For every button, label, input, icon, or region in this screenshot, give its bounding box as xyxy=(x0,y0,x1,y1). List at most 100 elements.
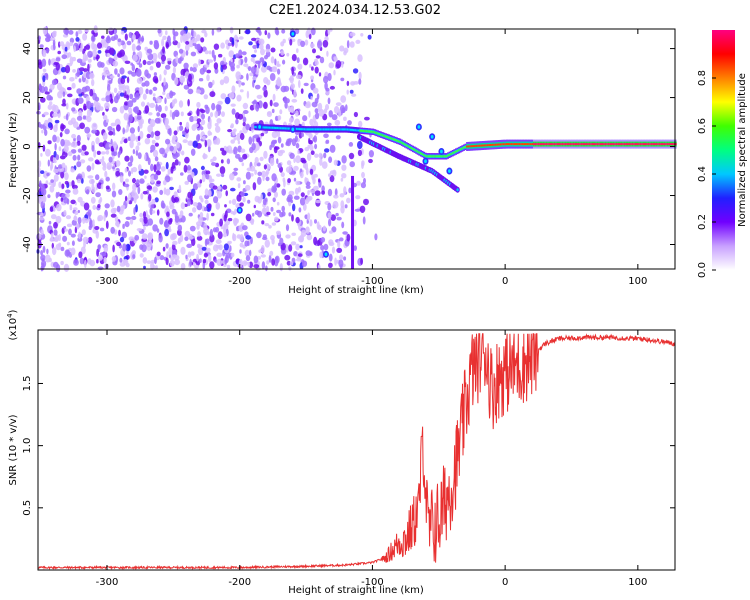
noise-cell xyxy=(242,116,247,123)
noise-cell xyxy=(142,59,147,66)
noise-cell xyxy=(254,156,259,164)
trace-core xyxy=(593,143,596,146)
noise-cell xyxy=(187,140,194,146)
noise-cell xyxy=(195,89,202,94)
noise-cell xyxy=(81,144,87,151)
noise-cell xyxy=(343,186,347,195)
noise-cell xyxy=(114,68,118,75)
noise-cell xyxy=(87,258,92,265)
noise-cell xyxy=(55,62,60,71)
noise-cell xyxy=(240,191,245,197)
trace-core xyxy=(303,128,306,131)
noise-cell xyxy=(241,82,245,86)
noise-cell xyxy=(272,197,276,203)
noise-cell xyxy=(339,193,345,198)
noise-cell xyxy=(168,247,173,256)
noise-cell xyxy=(295,243,300,251)
noise-cell xyxy=(60,138,65,147)
noise-cell xyxy=(208,81,213,89)
noise-cell xyxy=(263,150,268,159)
noise-cell xyxy=(77,209,81,214)
noise-cell xyxy=(340,77,345,82)
noise-cell xyxy=(143,211,146,219)
noise-cell xyxy=(48,58,51,66)
noise-cell xyxy=(252,76,257,81)
noise-cell xyxy=(126,40,132,46)
noise-cell xyxy=(247,240,250,247)
noise-cell xyxy=(220,93,227,100)
noise-cell xyxy=(119,106,125,114)
noise-cell xyxy=(202,258,207,264)
noise-cell xyxy=(112,141,118,149)
noise-cell xyxy=(124,85,130,90)
noise-cell xyxy=(313,173,318,178)
trace-core xyxy=(443,155,446,158)
trace-core xyxy=(673,143,676,146)
noise-cell xyxy=(227,217,233,222)
trace-core xyxy=(585,143,588,146)
trace-core xyxy=(376,132,379,135)
trace-core xyxy=(455,150,457,153)
trace-core xyxy=(408,146,411,149)
noise-cell xyxy=(341,173,347,179)
noise-cell xyxy=(107,126,113,132)
noise-cell xyxy=(159,189,164,195)
noise-cell xyxy=(57,91,63,99)
noise-cell xyxy=(276,209,282,214)
trace-core xyxy=(517,143,520,146)
noise-cell xyxy=(120,140,123,144)
noise-cell xyxy=(84,126,91,134)
noise-cell xyxy=(122,259,128,264)
trace-core xyxy=(404,143,406,146)
noise-cell xyxy=(286,160,292,166)
noise-cell xyxy=(361,160,365,167)
noise-cell xyxy=(192,202,198,207)
noise-cell xyxy=(257,196,262,204)
noise-cell xyxy=(340,177,344,182)
colorbar-ticks: 0.00.20.40.60.8 xyxy=(697,70,716,278)
noise-cell xyxy=(324,148,330,153)
noise-cell xyxy=(200,126,204,131)
noise-cell xyxy=(211,162,217,166)
noise-cell xyxy=(245,28,251,35)
noise-cell xyxy=(113,87,118,94)
noise-cell xyxy=(147,232,152,238)
noise-cell xyxy=(70,233,76,238)
noise-cell xyxy=(104,170,108,178)
noise-cell xyxy=(124,101,129,106)
noise-cell xyxy=(62,91,66,97)
noise-cell xyxy=(134,92,140,100)
trace-core xyxy=(467,145,470,148)
noise-cell xyxy=(143,265,146,269)
trace-core xyxy=(638,143,641,146)
noise-cell xyxy=(123,183,130,188)
noise-cell xyxy=(156,180,162,185)
trace-core xyxy=(633,143,636,146)
trace-core xyxy=(283,127,285,130)
noise-cell xyxy=(278,242,281,247)
noise-cell xyxy=(127,161,133,167)
noise-cell xyxy=(164,148,169,154)
trace-core xyxy=(286,127,289,130)
noise-cell xyxy=(209,234,215,243)
noise-cell xyxy=(242,244,246,249)
noise-cell xyxy=(281,211,286,217)
noise-cell xyxy=(185,41,190,45)
noise-cell xyxy=(50,214,57,220)
noise-cell xyxy=(293,177,297,182)
noise-cell xyxy=(152,224,158,232)
noise-cell xyxy=(38,195,43,203)
noise-cell xyxy=(292,203,296,212)
noise-cell xyxy=(84,85,91,92)
noise-cell xyxy=(63,144,69,153)
noise-cell xyxy=(219,218,224,227)
noise-cell xyxy=(258,249,262,253)
noise-cell xyxy=(137,186,141,195)
noise-cell xyxy=(178,100,184,108)
noise-cell xyxy=(204,238,208,247)
noise-cell xyxy=(166,35,171,44)
noise-cell xyxy=(94,96,100,102)
noise-cell xyxy=(314,219,317,224)
noise-cell xyxy=(50,232,54,240)
noise-cell xyxy=(249,218,255,224)
